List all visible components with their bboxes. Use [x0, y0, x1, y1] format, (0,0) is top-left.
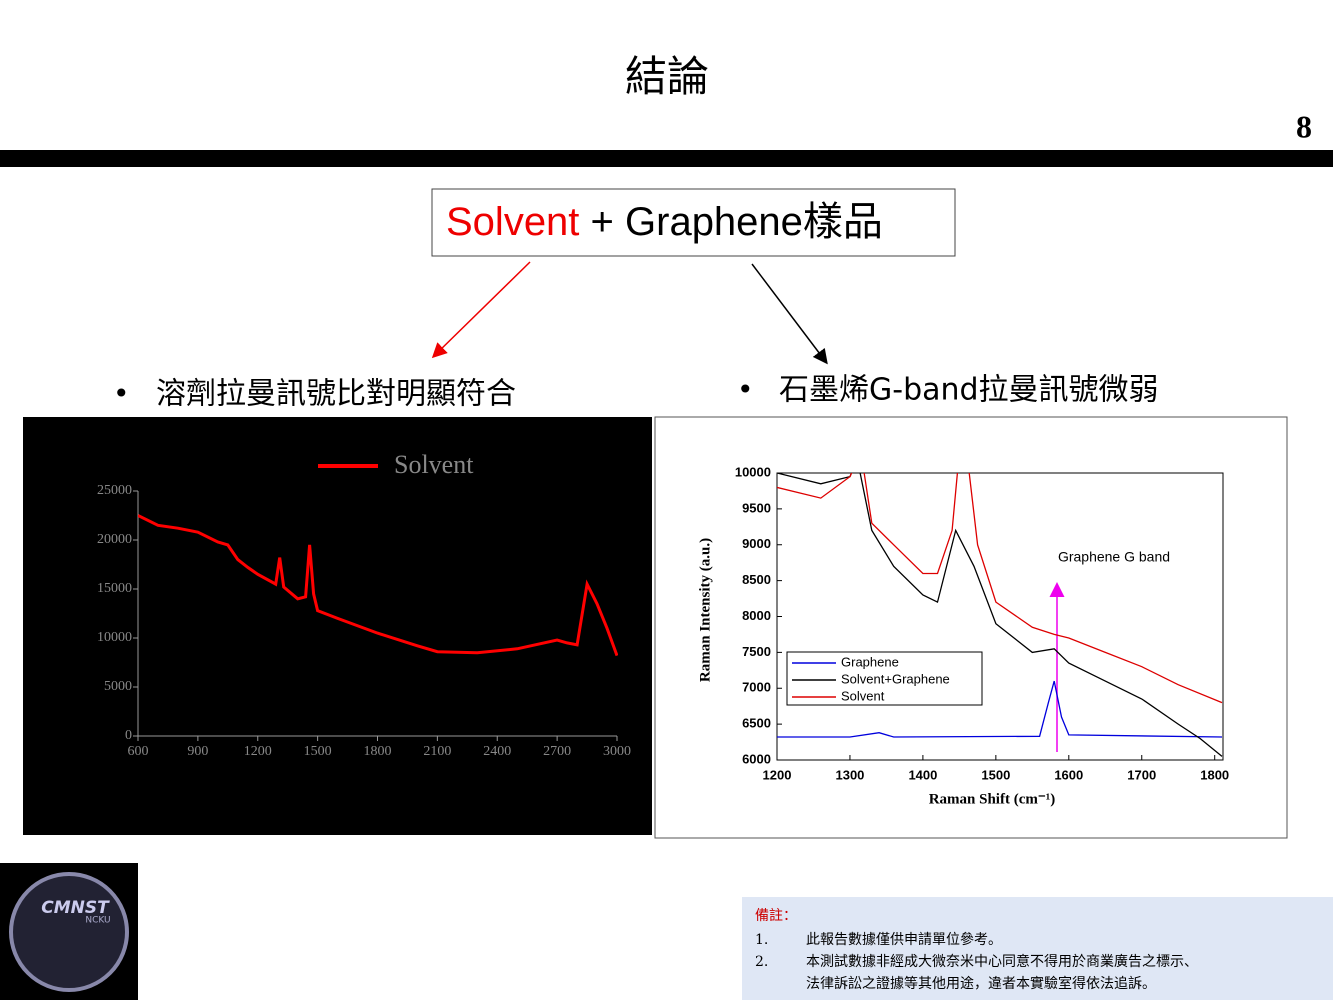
y-tick-label: 8000 — [742, 608, 771, 623]
x-tick-label: 2700 — [543, 744, 571, 759]
bullet: 溶劑拉曼訊號比對明顯符合 — [156, 377, 516, 412]
y-axis-label: Raman Intensity (a.u.) — [697, 538, 713, 682]
y-tick-label: 9000 — [742, 536, 771, 551]
series-line — [777, 473, 1223, 757]
notes-list: 1. 此報告數據僅供申請單位參考。 2. 本測試數據非經成大微奈米中心同意不得用於商業… — [755, 932, 1198, 992]
x-tick-label: 2100 — [423, 744, 451, 759]
legend — [786, 651, 983, 706]
arrow-right — [751, 263, 828, 365]
x-tick-label: 1700 — [1127, 767, 1156, 782]
x-tick-label: 1800 — [1200, 767, 1229, 782]
y-tick-label: 7500 — [742, 644, 771, 659]
solvent-word: Solvent — [446, 200, 579, 244]
logo-ring — [9, 872, 129, 992]
y-tick-label: 8500 — [742, 572, 771, 587]
legend-label: Solvent+Graphene — [841, 671, 950, 686]
notes-heading: 備註： — [755, 908, 797, 924]
y-tick-label: 9500 — [742, 500, 771, 515]
header-bar — [0, 150, 1333, 167]
y-tick-label: 0 — [125, 728, 132, 743]
x-tick-label: 900 — [187, 744, 208, 759]
y-tick-label: 20000 — [97, 532, 132, 547]
x-tick-label: 1200 — [763, 767, 792, 782]
x-tick-label: 1600 — [1054, 767, 1083, 782]
series-line — [777, 680, 1223, 738]
x-tick-label: 1500 — [981, 767, 1010, 782]
y-tick-label: 7000 — [742, 680, 771, 695]
note-text: 法律訴訟之證據等其他用途，違者本實驗室得依法追訴。 — [806, 975, 1156, 992]
series-line — [138, 514, 618, 657]
logo-sub: NCKU — [85, 916, 110, 926]
sample-label: Solvent + Graphene樣品 — [446, 200, 883, 244]
x-tick-label: 1400 — [908, 767, 937, 782]
note-number: 1. — [755, 932, 768, 948]
series-line — [777, 473, 1223, 704]
x-tick-label: 1500 — [304, 744, 332, 759]
y-tick-label: 6500 — [742, 716, 771, 731]
y-tick-label: 5000 — [104, 679, 132, 694]
bullet: 石墨烯G-band拉曼訊號微弱 — [779, 373, 1159, 408]
x-tick-label: 1200 — [244, 744, 272, 759]
page-number: 8 — [1296, 108, 1312, 144]
y-tick-label: 10000 — [735, 464, 771, 479]
y-tick-label: 15000 — [97, 581, 132, 596]
x-tick-label: 1300 — [835, 767, 864, 782]
chart-right-bg — [654, 416, 1288, 839]
arrow-left — [431, 261, 531, 359]
y-tick-label: 10000 — [97, 630, 132, 645]
notes-box — [742, 897, 1333, 1000]
sample-box — [431, 188, 956, 257]
slide-title: 結論 — [625, 52, 709, 101]
logo-text: CMNST — [41, 898, 110, 918]
bullet-dot: • — [113, 377, 130, 410]
x-tick-label: 2400 — [483, 744, 511, 759]
note-text: 此報告數據僅供申請單位參考。 — [806, 932, 1002, 948]
note-number: 2. — [755, 954, 768, 970]
x-axis-label: Raman Shift (cm⁻¹) — [929, 791, 1056, 807]
annotation: Graphene G band — [1058, 549, 1170, 565]
y-tick-label: 6000 — [742, 751, 771, 766]
legend-label: Graphene — [841, 654, 899, 669]
legend-label: Solvent — [841, 688, 885, 703]
y-tick-label: 25000 — [97, 483, 132, 498]
x-tick-label: 1800 — [364, 744, 392, 759]
x-tick-label: 600 — [128, 744, 149, 759]
note-text: 本測試數據非經成大微奈米中心同意不得用於商業廣告之標示、 — [806, 953, 1198, 970]
chart-left-bg — [23, 417, 652, 835]
x-tick-label: 3000 — [603, 744, 631, 759]
graphene-word: + Graphene樣品 — [579, 200, 883, 244]
legend-label: Solvent — [394, 450, 474, 479]
bullet-dot: • — [737, 373, 754, 406]
